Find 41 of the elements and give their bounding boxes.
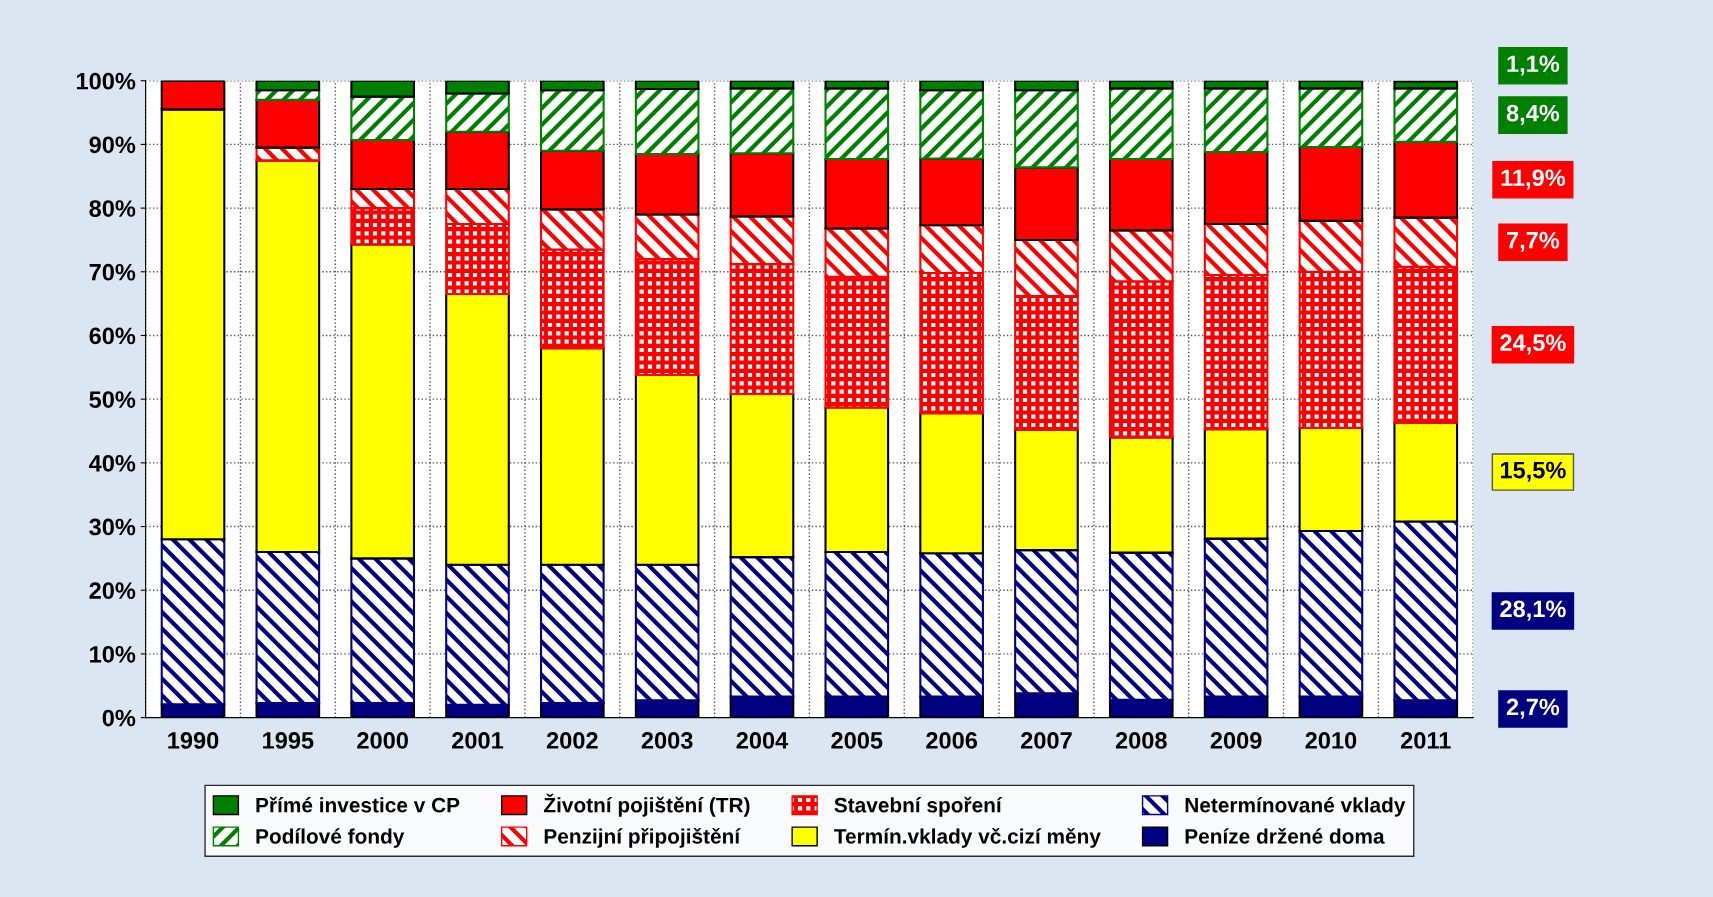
x-tick-label: 2009	[1210, 732, 1262, 749]
text: 1,1%	[1507, 55, 1560, 76]
y-tick-label: 0%	[102, 709, 136, 727]
text: 28,1%	[1500, 600, 1566, 621]
y-tick-label: 90%	[89, 136, 136, 154]
y-tick-label: 70%	[89, 263, 136, 281]
text: 7,7%	[1507, 231, 1560, 252]
y-tick-label: 10%	[90, 645, 136, 663]
x-tick-label: 2001	[452, 732, 504, 749]
x-tick-label: 2010	[1305, 732, 1357, 749]
x-tick-label: 2011	[1400, 732, 1451, 749]
y-tick-label: 100%	[76, 72, 136, 90]
text: 24,5%	[1500, 334, 1566, 355]
x-tick-label: 2007	[1021, 732, 1072, 749]
x-tick-label: 2006	[926, 732, 978, 749]
text: 8,4%	[1506, 104, 1560, 125]
x-tick-label: 2004	[736, 732, 789, 749]
legend-label: Přímé investice v CP	[256, 796, 460, 813]
legend-label: Podílové fondy	[256, 828, 405, 848]
text: 15,5%	[1500, 461, 1566, 482]
legend-label: Termín.vklady vč.cizí měny	[834, 827, 1101, 848]
y-tick-label: 50%	[89, 391, 136, 408]
legend-label: Netermínované vklady	[1185, 797, 1406, 817]
text: 11,9%	[1501, 169, 1566, 190]
legend-label: Penzijní připojištění	[544, 827, 741, 848]
y-tick-label: 30%	[89, 518, 136, 536]
legend-label: Stavební spoření	[834, 796, 1003, 817]
x-tick-label: 2000	[357, 732, 408, 749]
legend-label: Peníze držené doma	[1185, 827, 1385, 844]
y-tick-label: 80%	[89, 200, 136, 217]
y-tick-label: 20%	[89, 582, 136, 600]
y-tick-label: 60%	[89, 327, 136, 345]
y-tick-label: 40%	[88, 454, 136, 472]
x-tick-label: 2002	[546, 732, 598, 749]
x-tick-label: 2008	[1115, 732, 1167, 749]
x-tick-label: 1990	[168, 732, 219, 749]
x-tick-label: 1995	[263, 732, 314, 749]
x-tick-label: 2005	[831, 732, 883, 749]
x-tick-label: 2003	[641, 732, 693, 749]
text: 2,7%	[1506, 698, 1560, 719]
legend-label: Životní pojištění (TR)	[543, 793, 750, 817]
